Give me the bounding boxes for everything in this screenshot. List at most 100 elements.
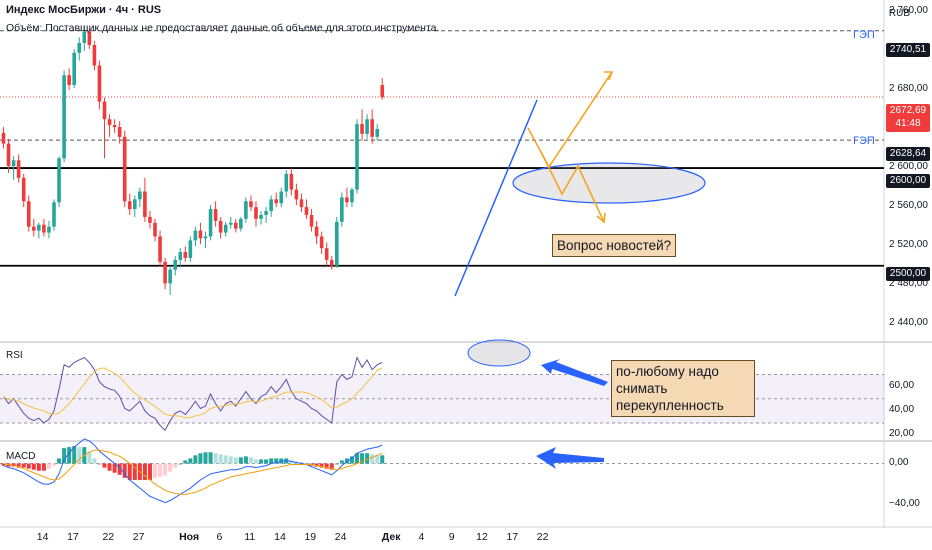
candle-body — [269, 199, 273, 212]
macd-histogram-bar — [198, 453, 203, 464]
candle-body — [329, 259, 334, 266]
instrument-title[interactable]: Индекс МосБиржи · 4ч · RUS — [6, 4, 162, 16]
macd-histogram-bar — [284, 458, 289, 464]
rsi-overbought-note[interactable]: по-любому надо снимать перекупленность — [611, 360, 755, 417]
forecast-down-path — [539, 149, 605, 223]
candle-body — [173, 259, 177, 270]
candle-body — [213, 209, 218, 221]
candle-body — [314, 226, 319, 237]
time-axis-tick: 17 — [67, 531, 79, 543]
macd-axis-tick: −40,00 — [889, 497, 920, 509]
candle-body — [82, 31, 87, 44]
macd-signal-line — [3, 449, 383, 495]
macd-histogram-bar — [248, 457, 253, 464]
candle-body — [143, 191, 147, 217]
candle-body — [284, 173, 289, 192]
price-axis-tick: 2 440,00 — [889, 317, 928, 329]
macd-histogram-bar — [117, 463, 122, 475]
macd-histogram-bar — [72, 446, 77, 464]
macd-histogram-bar — [355, 453, 359, 464]
macd-histogram-bar — [163, 463, 168, 476]
rsi-highlight-ellipse — [467, 339, 531, 367]
macd-label[interactable]: MACD — [6, 451, 36, 462]
candle-body — [365, 119, 369, 134]
macd-histogram-bar — [238, 457, 243, 464]
candle-body — [52, 202, 56, 227]
macd-histogram-bar — [107, 463, 112, 471]
candle-body — [259, 214, 263, 219]
candle-body — [107, 119, 112, 126]
candle-body — [6, 143, 11, 167]
trend-line — [454, 99, 538, 297]
macd-histogram-bar — [274, 458, 279, 464]
macd-histogram-bar — [77, 447, 82, 464]
macd-histogram-bar — [299, 462, 304, 464]
macd-histogram-bar — [259, 459, 264, 464]
candle-body — [87, 31, 92, 45]
rsi-note-line-3: перекупленность — [616, 398, 724, 413]
candle-body — [380, 85, 385, 98]
forecast-down-arrowhead — [596, 212, 606, 224]
candle-body — [112, 125, 117, 128]
candle-body — [153, 222, 157, 237]
price-axis-tick: 2 680,00 — [889, 82, 928, 94]
candle-body — [32, 226, 36, 231]
macd-histogram-bar — [178, 463, 183, 465]
time-axis-tick: Дек — [381, 531, 401, 543]
macd-histogram-bar — [132, 463, 137, 480]
price-axis-tick: 2 760,00 — [889, 4, 928, 16]
macd-histogram-bar — [279, 458, 284, 464]
drawings — [454, 71, 706, 297]
bar-countdown: 41:48 — [895, 118, 921, 129]
candle-body — [289, 173, 294, 190]
macd-histogram-bar — [62, 448, 67, 464]
price-tag-last: 2672,69 41:48 — [886, 104, 930, 132]
candle-body — [345, 197, 349, 203]
macd-histogram-bar — [41, 463, 46, 471]
macd-histogram-bar — [112, 463, 117, 473]
forecast-up-arrowhead — [604, 71, 614, 81]
rsi-label[interactable]: RSI — [6, 350, 23, 361]
candle-body — [77, 43, 82, 53]
macd-histogram-bar — [370, 454, 375, 464]
macd-axis-tick: 0,00 — [889, 456, 909, 468]
time-axis-tick: 4 — [418, 531, 425, 543]
price-axis-tick: 2 480,00 — [889, 278, 928, 290]
macd-arrow — [536, 447, 604, 469]
time-axis-tick: 24 — [334, 531, 347, 543]
candle-body — [198, 230, 203, 239]
candle-body — [239, 218, 243, 229]
macd-histogram-bar — [329, 463, 334, 470]
currency-label[interactable]: RUB — [888, 8, 910, 19]
candle-body — [16, 160, 21, 178]
macd-histogram-bar — [269, 458, 274, 464]
rsi-note-line-2: снимать — [616, 381, 668, 396]
macd-histogram-bar — [339, 460, 344, 464]
rsi-ma-line — [3, 367, 383, 419]
time-axis-tick: 22 — [102, 531, 115, 543]
macd-histogram-bar — [334, 463, 339, 465]
candle-body — [279, 191, 284, 204]
candles — [1, 25, 385, 296]
candle-body — [355, 124, 359, 190]
news-question-note[interactable]: Вопрос новостей? — [552, 234, 677, 257]
candle-body — [208, 209, 213, 237]
macd-histogram-bar — [243, 456, 248, 464]
candle-body — [11, 160, 16, 167]
macd-histogram-bar — [92, 458, 97, 464]
macd-histogram-bar — [375, 455, 380, 464]
candle-body — [117, 127, 122, 137]
rsi-arrow — [541, 359, 608, 386]
candle-body — [168, 269, 172, 284]
rsi-note-line-1: по-любому надо — [616, 364, 719, 379]
candle-body — [26, 201, 31, 227]
macd-histogram-bar — [46, 463, 51, 469]
candle-body — [62, 75, 66, 159]
gap-label-upper: ГЭП — [853, 29, 875, 41]
macd-histogram-bar — [218, 454, 223, 464]
candle-body — [148, 216, 152, 223]
candle-body — [274, 199, 278, 204]
macd-histogram-bar — [21, 463, 26, 468]
price-tag-gap-low: 2628,64 — [886, 147, 930, 161]
